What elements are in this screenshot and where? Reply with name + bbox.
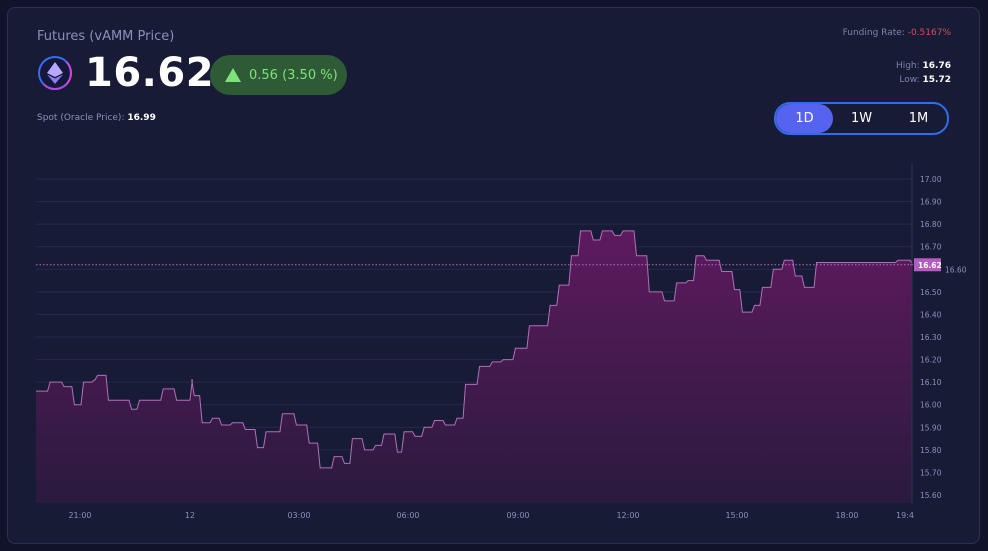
current-price-tag-label: 16.62 — [918, 261, 942, 270]
y-tick-label: 16.00 — [920, 401, 942, 410]
x-tick-label: 12:00 — [616, 511, 639, 520]
range-1m-button[interactable]: 1M — [908, 111, 929, 126]
y-tick-label: 16.90 — [920, 198, 942, 207]
y-tick-label: 15.60 — [920, 491, 942, 500]
price-change-value: 0.56 (3.50 %) — [249, 67, 338, 83]
triangle-up-icon — [225, 68, 241, 82]
time-range-selector: 1D 1W 1M — [774, 102, 949, 135]
high-label: High: — [895, 61, 920, 71]
low-price: Low: 15.72 — [899, 75, 951, 85]
y-tick-label: 17.00 — [920, 175, 942, 184]
current-price: 16.62 — [85, 50, 215, 96]
y-tick-label: 16.20 — [920, 356, 942, 365]
funding-label: Funding Rate: — [842, 28, 905, 38]
y-tick-label: 16.70 — [920, 243, 942, 252]
low-label: Low: — [899, 75, 920, 85]
current-price-tag — [914, 258, 941, 272]
y-tick-label: 15.90 — [920, 423, 942, 432]
high-value: 16.76 — [922, 61, 951, 71]
x-tick-label: 15:00 — [725, 511, 748, 520]
y-tick-label: 15.70 — [920, 468, 942, 477]
card-title: Futures (vAMM Price) — [37, 29, 175, 44]
low-value: 15.72 — [922, 75, 951, 85]
spot-price: Spot (Oracle Price): 16.99 — [37, 113, 156, 123]
funding-value: -0.5167% — [907, 28, 951, 38]
ethereum-icon — [38, 56, 72, 90]
y-tick-label: 16.10 — [920, 378, 942, 387]
x-tick-label: 21:00 — [68, 511, 91, 520]
y-tick-label: 15.80 — [920, 446, 942, 455]
x-tick-label: 03:00 — [287, 511, 310, 520]
x-tick-label: 09:00 — [506, 511, 529, 520]
spot-label: Spot (Oracle Price): — [37, 113, 125, 123]
y-tick-label: 16.80 — [920, 220, 942, 229]
x-tick-label: 18:00 — [835, 511, 858, 520]
price-change-badge: 0.56 (3.50 %) — [210, 55, 347, 95]
high-price: High: 16.76 — [896, 61, 951, 71]
y-tick-label: 16.60 — [945, 265, 967, 274]
price-area — [36, 230, 913, 503]
price-line — [36, 230, 914, 469]
y-tick-label: 16.50 — [920, 288, 942, 297]
range-1w-button[interactable]: 1W — [850, 111, 873, 126]
x-tick-label: 06:00 — [396, 511, 419, 520]
y-tick-label: 16.40 — [920, 310, 942, 319]
y-tick-label: 16.30 — [920, 333, 942, 342]
spot-value: 16.99 — [127, 113, 156, 123]
funding-rate: Funding Rate: -0.5167% — [843, 28, 951, 38]
range-1d-button[interactable]: 1D — [776, 104, 833, 133]
x-tick-label: 19:4 — [896, 511, 914, 520]
x-tick-label: 12 — [185, 511, 195, 520]
